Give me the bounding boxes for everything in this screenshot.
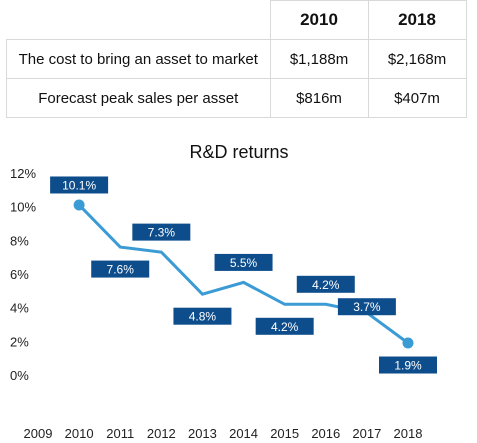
series-point [402, 337, 414, 349]
x-tick-label: 2017 [352, 426, 381, 441]
data-label: 4.2% [271, 320, 299, 334]
x-tick-label: 2010 [65, 426, 94, 441]
data-label: 7.3% [148, 226, 176, 240]
table-header-2018: 2018 [367, 0, 467, 40]
data-label-box [50, 176, 109, 194]
y-tick-label: 0% [10, 368, 29, 383]
y-axis: 12% 10% 8% 6% 4% 2% 0% [10, 166, 36, 383]
y-tick-label: 4% [10, 301, 29, 316]
table-row-label: The cost to bring an asset to market [6, 39, 271, 79]
table-cell-2010: $1,188m [269, 39, 369, 79]
rd-returns-chart: R&D returns 12% 10% 8% 6% 4% 2% 0% 2009 2010 201… [10, 142, 437, 441]
data-labels: 10.1% 7.6% 7.3% 4.8% 5.5% 4.2% 4.2% 3.7% 1.9% [50, 176, 437, 374]
table-cell-2010: $816m [269, 78, 369, 118]
x-tick-label: 2009 [24, 426, 53, 441]
x-tick-label: 2011 [106, 426, 134, 441]
data-label: 3.7% [353, 300, 381, 314]
data-label-box [91, 260, 150, 278]
series-point [73, 199, 85, 211]
y-tick-label: 12% [10, 166, 36, 181]
data-label-box [173, 307, 232, 325]
data-label-box [255, 317, 314, 335]
summary-table: 2010 2018 The cost to bring an asset to … [6, 0, 467, 118]
data-label: 4.2% [312, 278, 340, 292]
data-label: 10.1% [62, 178, 96, 192]
x-tick-label: 2012 [147, 426, 176, 441]
x-tick-label: 2015 [270, 426, 299, 441]
data-label: 1.9% [394, 359, 422, 373]
data-label: 7.6% [107, 263, 135, 277]
chart-title: R&D returns [189, 142, 288, 162]
data-label-box [379, 356, 437, 374]
x-tick-label: 2016 [311, 426, 340, 441]
table-row-label: Forecast peak sales per asset [6, 78, 271, 118]
table-header-corner [6, 0, 271, 40]
table-row: The cost to bring an asset to market $1,… [6, 39, 467, 79]
data-label-box [337, 298, 396, 316]
table-header-row: 2010 2018 [6, 0, 467, 40]
data-label: 4.8% [189, 310, 217, 324]
y-tick-label: 8% [10, 233, 29, 248]
table-header-2010: 2010 [269, 0, 369, 40]
table-row: Forecast peak sales per asset $816m $407… [6, 78, 467, 118]
series-markers [73, 199, 414, 349]
y-tick-label: 2% [10, 334, 29, 349]
table-cell-2018: $2,168m [367, 39, 467, 79]
y-tick-label: 6% [10, 267, 29, 282]
x-tick-label: 2014 [229, 426, 258, 441]
table-cell-2018: $407m [367, 78, 467, 118]
data-label-box [296, 275, 355, 293]
x-tick-label: 2018 [394, 426, 423, 441]
x-tick-label: 2013 [188, 426, 217, 441]
data-label-box [132, 223, 191, 241]
data-label-box [214, 253, 273, 271]
y-tick-label: 10% [10, 200, 36, 215]
data-label: 5.5% [230, 256, 258, 270]
x-axis: 2009 2010 2011 2012 2013 2014 2015 2016 2017 2018 [24, 426, 423, 441]
